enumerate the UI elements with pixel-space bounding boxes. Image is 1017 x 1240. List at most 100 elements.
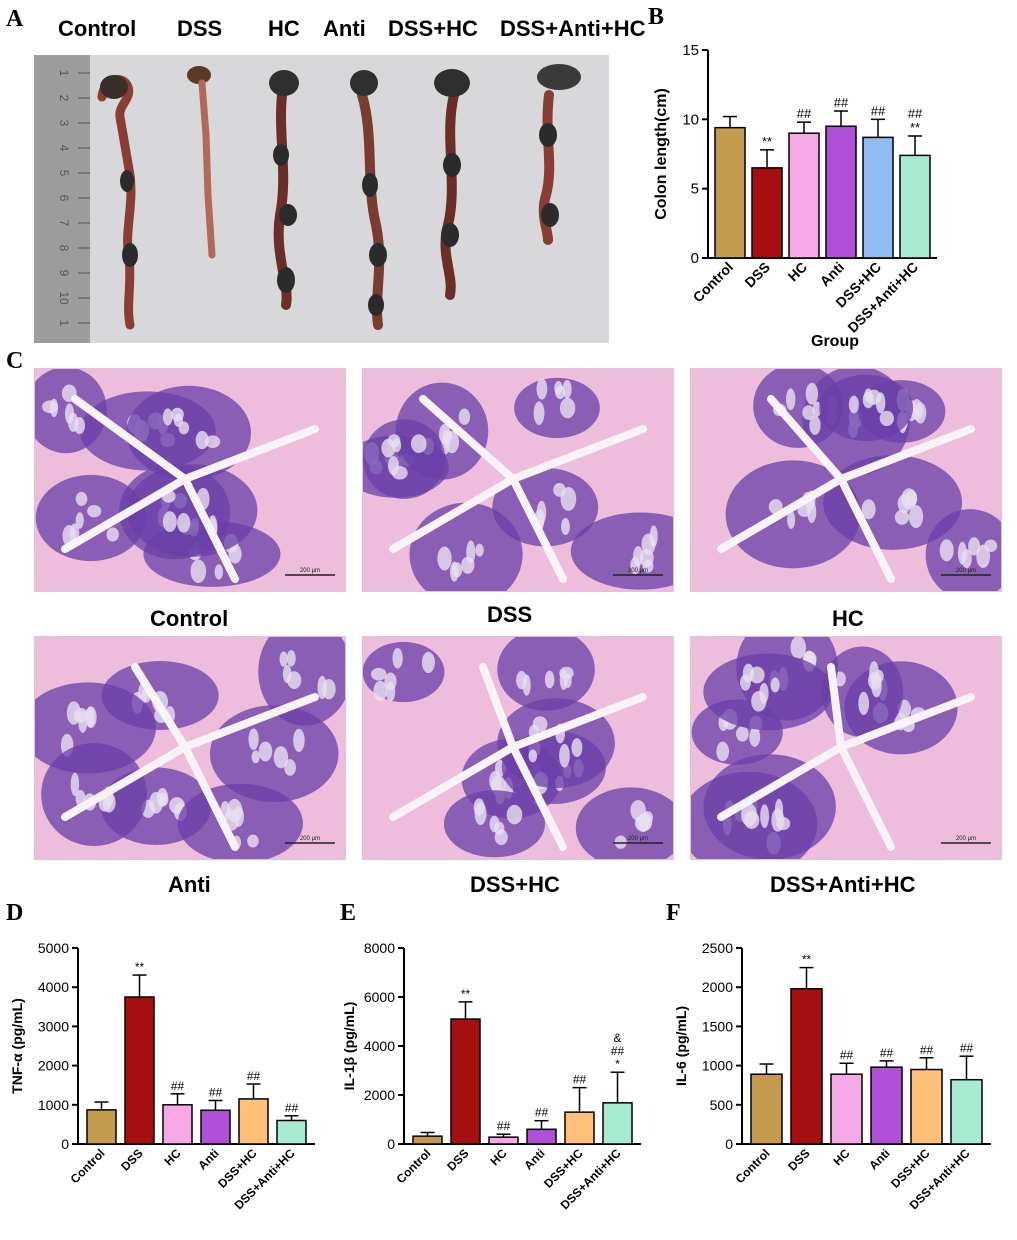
y-tick-label: 6000: [364, 989, 395, 1005]
histology-label-dss: DSS: [487, 602, 533, 627]
significance-marker: ##: [209, 1085, 223, 1099]
panel-label-d: D: [6, 900, 24, 926]
bar-control: [86, 1109, 117, 1145]
bar-hc: [162, 1104, 193, 1145]
significance-marker: ##: [247, 1069, 261, 1083]
colon-anti: [350, 70, 387, 330]
significance-marker: **: [910, 120, 920, 135]
bar-dss-hc: [238, 1098, 269, 1145]
y-axis-label: Colon length(cm): [653, 88, 670, 220]
histology-image-dss-hc: 200 μm: [362, 636, 674, 860]
y-tick-label: 2000: [702, 979, 733, 995]
panel-label-f: F: [666, 900, 681, 926]
x-tick-label: DSS: [118, 1146, 145, 1173]
bar-control: [750, 1073, 783, 1145]
colon-dss-anti-hc: [537, 64, 581, 245]
photo-label-hc: HC: [268, 16, 300, 41]
ruler-tick-label: 1: [57, 70, 71, 77]
y-tick-label: 2000: [38, 1058, 69, 1074]
bar-anti: [825, 125, 857, 259]
significance-marker: ##: [611, 1044, 625, 1058]
x-tick-label: Control: [68, 1146, 108, 1186]
bar-dss: [450, 1018, 481, 1145]
y-axis-label: IL-6 (pg/mL): [673, 1006, 689, 1086]
histology-label-anti: Anti: [168, 872, 211, 897]
significance-marker: ##: [535, 1106, 549, 1120]
scale-bar-label: 200 μm: [956, 568, 976, 574]
x-tick-label: Anti: [817, 259, 848, 290]
bar-anti: [200, 1109, 231, 1145]
bar-hc: [788, 132, 820, 259]
ruler-tick-label: 1: [57, 320, 71, 327]
x-tick-label: Control: [733, 1146, 773, 1186]
y-tick-label: 3000: [38, 1018, 69, 1034]
y-tick-label: 0: [691, 250, 699, 267]
y-axis-label: IL-1β (pg/mL): [341, 1002, 357, 1091]
ruler-tick-label: 8: [57, 245, 71, 252]
ruler-tick-label: 10: [57, 291, 71, 305]
bar-hc: [830, 1073, 863, 1145]
ruler-tick-label: 5: [57, 170, 71, 177]
y-axis-label: TNF-α (pg/mL): [9, 998, 25, 1094]
bar-hc: [488, 1136, 519, 1145]
colon-dss: [187, 66, 216, 259]
chart-il-6: 0 500 1000 1500 2000 2500 IL-6 (pg/mL) Control *…: [673, 940, 991, 1212]
chart-tnf-alpha: 0 1000 2000 3000 4000 5000 TNF-α (pg/mL) Contro…: [9, 940, 315, 1212]
bar-control: [714, 126, 746, 259]
ruler-tick-label: 3: [57, 120, 71, 127]
scale-bar-label: 200 μm: [300, 836, 320, 842]
significance-marker: *: [615, 1057, 620, 1071]
y-tick-label: 0: [387, 1136, 395, 1152]
scale-bar-label: 200 μm: [628, 836, 648, 842]
histology-label-dss-anti-hc: DSS+Anti+HC: [770, 872, 916, 897]
scale-bar-label: 200 μm: [628, 568, 648, 574]
significance-marker: ##: [871, 103, 886, 118]
bar-anti: [870, 1066, 903, 1145]
scale-bar-label: 200 μm: [300, 568, 320, 574]
bar-dss-anti-hc: [276, 1119, 307, 1145]
bar-control: [412, 1135, 443, 1145]
bar-dss-hc: [910, 1068, 943, 1145]
colon-dss-hc: [434, 69, 470, 300]
histology-image-control: 200 μm: [34, 368, 346, 592]
y-tick-label: 500: [710, 1097, 734, 1113]
y-tick-label: 1000: [702, 1058, 733, 1074]
bar-dss-anti-hc: [899, 154, 931, 259]
bar-dss-hc: [564, 1111, 595, 1145]
histology-image-hc: 200 μm: [690, 368, 1002, 592]
y-tick-label: 1500: [702, 1018, 733, 1034]
photo-label-control: Control: [58, 16, 137, 41]
photo-label-dss: DSS: [177, 16, 223, 41]
y-tick-label: 2000: [364, 1087, 395, 1103]
panel-label-a: A: [6, 6, 24, 32]
y-tick-label: 4000: [38, 979, 69, 995]
significance-marker: ##: [834, 95, 849, 110]
y-tick-label: 10: [682, 111, 699, 128]
significance-marker: **: [802, 953, 812, 967]
bar-dss: [790, 988, 823, 1145]
chart-il-1beta: 0 2000 4000 6000 8000 IL-1β (pg/mL) Control ** D…: [341, 940, 641, 1212]
x-tick-label: HC: [784, 259, 810, 285]
histology-image-dss: 200 μm: [362, 368, 674, 592]
bar-dss-hc: [862, 136, 894, 259]
ruler: [34, 55, 90, 343]
significance-marker: **: [762, 134, 772, 149]
x-tick-label: Anti: [866, 1146, 892, 1172]
significance-marker: **: [461, 987, 471, 1001]
significance-marker: ##: [797, 106, 812, 121]
significance-marker: ##: [960, 1041, 974, 1055]
bar-dss: [751, 167, 783, 259]
photo-label-dss-hc: DSS+HC: [388, 16, 478, 41]
x-tick-label: Anti: [521, 1146, 547, 1172]
bar-dss: [124, 996, 155, 1145]
x-tick-label: DSS: [444, 1146, 471, 1173]
colon-hc: [269, 70, 299, 310]
bar-dss-anti-hc: [602, 1102, 633, 1145]
y-tick-label: 15: [682, 42, 699, 59]
y-tick-label: 5000: [38, 940, 69, 956]
significance-marker: ##: [840, 1048, 854, 1062]
y-tick-label: 8000: [364, 940, 395, 956]
significance-marker: ##: [285, 1101, 299, 1115]
significance-marker: &: [613, 1031, 621, 1045]
